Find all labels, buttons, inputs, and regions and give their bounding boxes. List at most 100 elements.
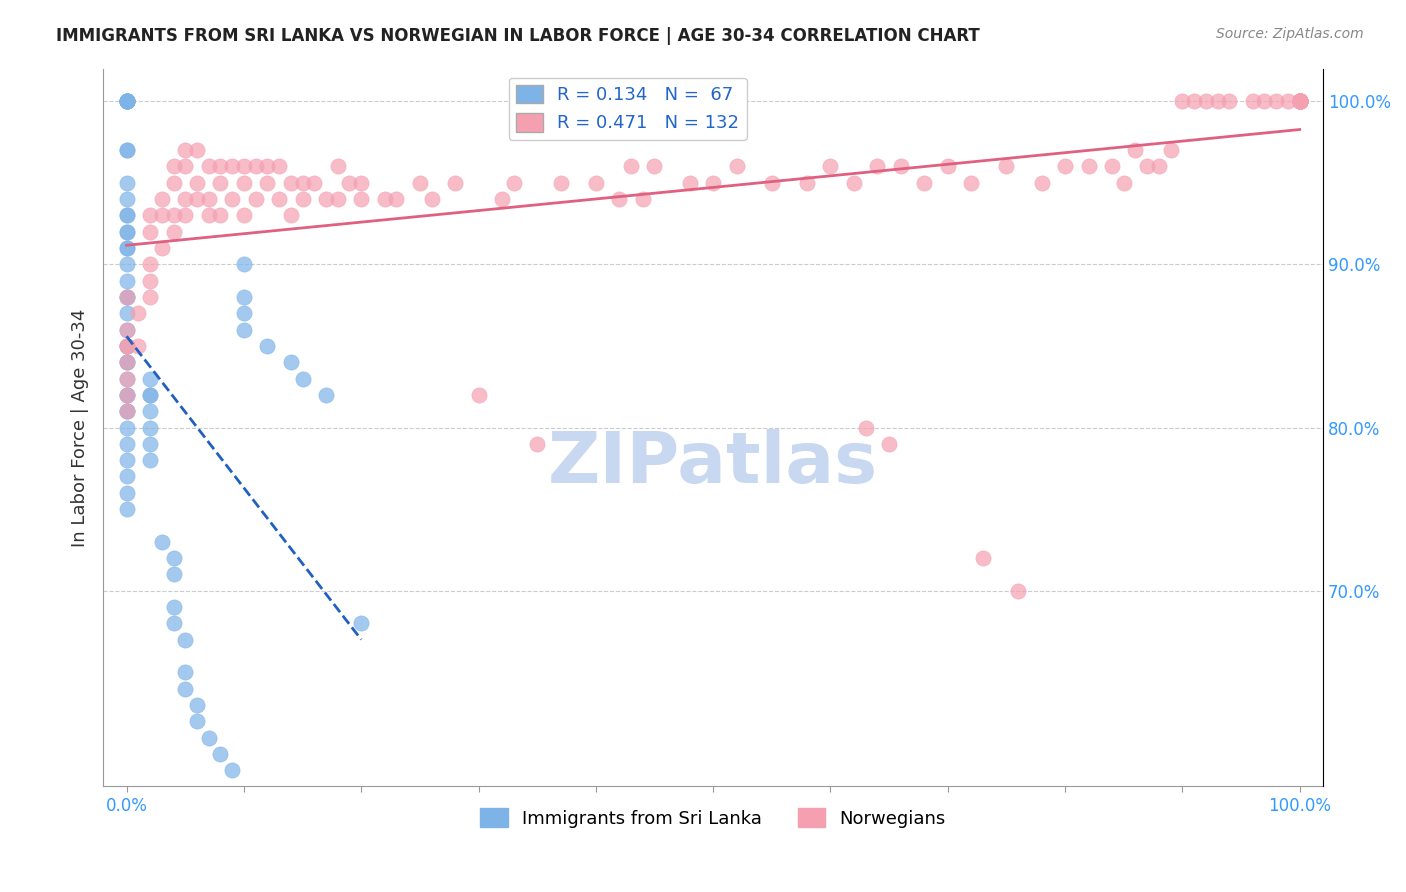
Point <box>291 371 314 385</box>
Point <box>232 208 254 222</box>
Point <box>162 616 184 631</box>
Point <box>1288 94 1310 108</box>
Point <box>1265 94 1288 108</box>
Point <box>186 698 208 712</box>
Point <box>115 225 138 239</box>
Point <box>631 192 654 206</box>
Point <box>115 404 138 418</box>
Point <box>304 176 326 190</box>
Point <box>1288 94 1310 108</box>
Point <box>232 160 254 174</box>
Point <box>1288 94 1310 108</box>
Point <box>326 160 349 174</box>
Text: Source: ZipAtlas.com: Source: ZipAtlas.com <box>1216 27 1364 41</box>
Point <box>139 257 162 271</box>
Point <box>409 176 432 190</box>
Point <box>115 241 138 255</box>
Point <box>162 225 184 239</box>
Point <box>174 665 197 680</box>
Point <box>186 176 208 190</box>
Point <box>339 176 361 190</box>
Point <box>1288 94 1310 108</box>
Point <box>115 355 138 369</box>
Point <box>1288 94 1310 108</box>
Point <box>115 94 138 108</box>
Point <box>162 208 184 222</box>
Point <box>1195 94 1218 108</box>
Point <box>607 192 630 206</box>
Point <box>1171 94 1194 108</box>
Point <box>186 192 208 206</box>
Point <box>115 192 138 206</box>
Point <box>315 192 337 206</box>
Legend: Immigrants from Sri Lanka, Norwegians: Immigrants from Sri Lanka, Norwegians <box>474 801 953 835</box>
Point <box>115 323 138 337</box>
Point <box>890 160 912 174</box>
Point <box>127 339 149 353</box>
Point <box>315 388 337 402</box>
Point <box>115 94 138 108</box>
Point <box>280 355 302 369</box>
Point <box>1241 94 1264 108</box>
Point <box>679 176 702 190</box>
Point <box>139 453 162 467</box>
Point <box>115 502 138 516</box>
Point <box>256 339 278 353</box>
Point <box>115 274 138 288</box>
Point <box>221 192 243 206</box>
Point <box>502 176 524 190</box>
Point <box>291 176 314 190</box>
Point <box>115 339 138 353</box>
Point <box>115 290 138 304</box>
Point <box>643 160 665 174</box>
Point <box>115 290 138 304</box>
Point <box>115 371 138 385</box>
Point <box>1288 94 1310 108</box>
Point <box>725 160 748 174</box>
Point <box>174 160 197 174</box>
Point <box>1288 94 1310 108</box>
Point <box>374 192 396 206</box>
Point <box>209 176 232 190</box>
Point <box>115 485 138 500</box>
Point <box>162 160 184 174</box>
Point <box>1277 94 1299 108</box>
Point <box>269 160 291 174</box>
Point <box>186 714 208 729</box>
Point <box>174 632 197 647</box>
Point <box>1101 160 1123 174</box>
Point <box>115 208 138 222</box>
Point <box>1288 94 1310 108</box>
Point <box>197 160 219 174</box>
Point <box>467 388 489 402</box>
Point <box>280 208 302 222</box>
Point <box>209 747 232 761</box>
Point <box>139 420 162 434</box>
Point <box>1007 583 1029 598</box>
Point <box>115 306 138 320</box>
Point <box>115 437 138 451</box>
Point <box>186 143 208 157</box>
Point <box>162 176 184 190</box>
Point <box>585 176 607 190</box>
Point <box>1288 94 1310 108</box>
Point <box>139 388 162 402</box>
Point <box>385 192 408 206</box>
Point <box>269 192 291 206</box>
Point <box>1288 94 1310 108</box>
Point <box>1206 94 1229 108</box>
Point <box>115 94 138 108</box>
Point <box>1288 94 1310 108</box>
Point <box>1288 94 1310 108</box>
Point <box>209 208 232 222</box>
Point <box>1288 94 1310 108</box>
Point <box>150 241 173 255</box>
Point <box>115 241 138 255</box>
Text: IMMIGRANTS FROM SRI LANKA VS NORWEGIAN IN LABOR FORCE | AGE 30-34 CORRELATION CH: IMMIGRANTS FROM SRI LANKA VS NORWEGIAN I… <box>56 27 980 45</box>
Point <box>855 420 877 434</box>
Point <box>866 160 889 174</box>
Point <box>139 371 162 385</box>
Point <box>1054 160 1077 174</box>
Point <box>1288 94 1310 108</box>
Point <box>139 225 162 239</box>
